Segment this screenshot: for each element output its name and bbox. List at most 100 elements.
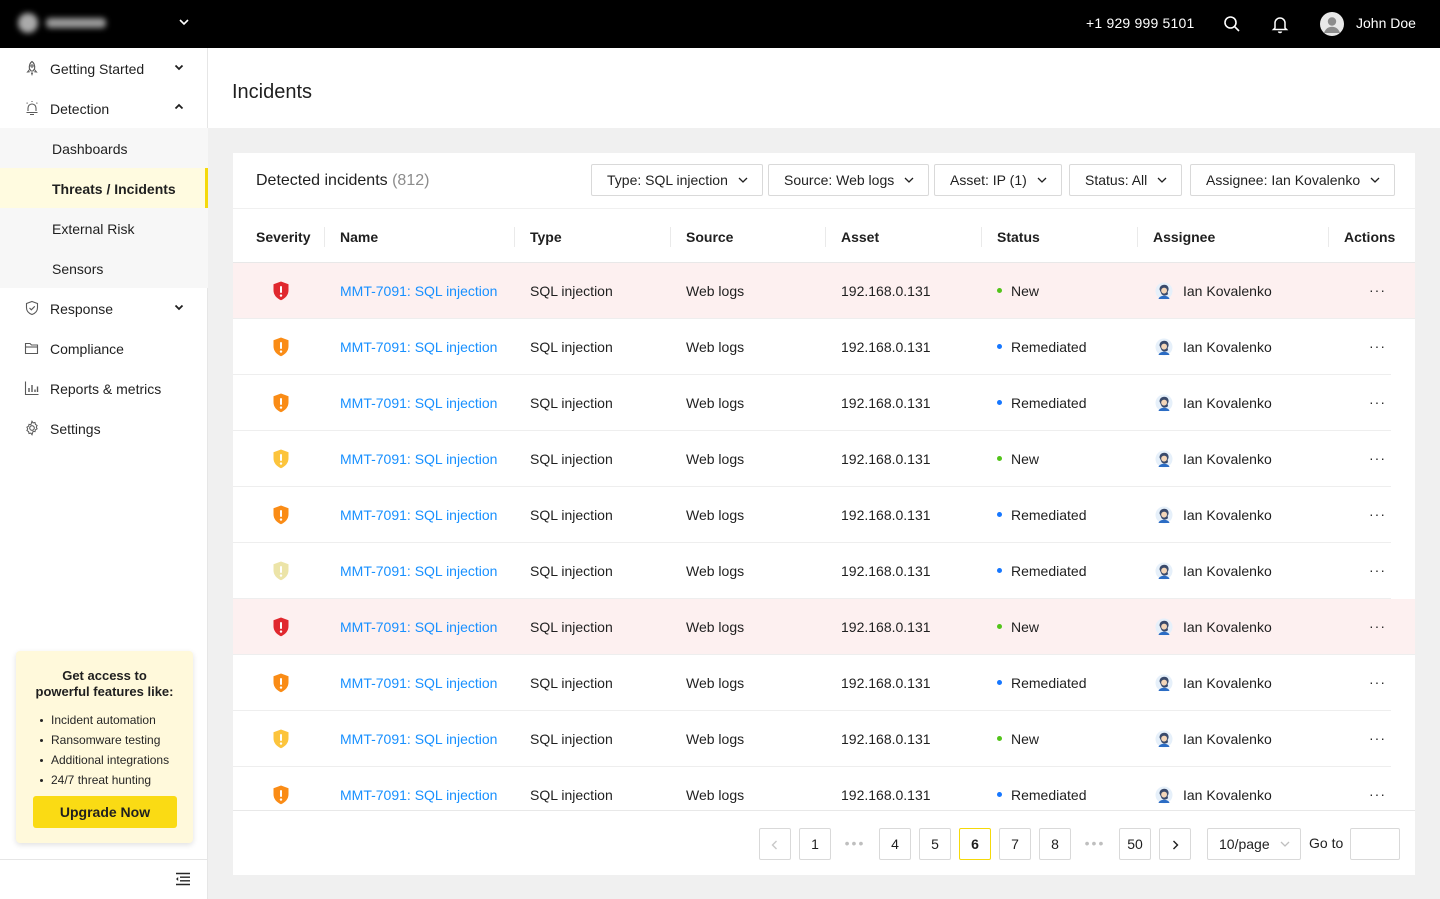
incident-asset: 192.168.0.131 [841,395,931,411]
sidebar-subitem-sensors[interactable]: Sensors [0,248,208,288]
column-divider [324,227,325,247]
incident-name-link[interactable]: MMT-7091: SQL injection [340,395,498,411]
table-row[interactable]: MMT-7091: SQL injection SQL injection Web … [233,599,1415,655]
table-row[interactable]: MMT-7091: SQL injection SQL injection Web … [233,319,1415,375]
filter-type-dropdown[interactable]: Type: SQL injection [591,164,763,196]
gear-icon [26,420,38,436]
incident-name-link[interactable]: MMT-7091: SQL injection [340,507,498,523]
company-logo[interactable] [18,12,108,34]
chevron-down-icon [1037,177,1047,183]
prev-page-button[interactable] [759,828,791,860]
assignee-avatar-icon [1155,282,1173,300]
column-header-name[interactable]: Name [340,229,379,245]
folder-icon [24,342,39,355]
sidebar-subitem-threats-incidents[interactable]: Threats / Incidents [0,168,208,208]
user-name[interactable]: John Doe [1356,15,1416,31]
page-ellipsis[interactable]: ••• [1084,835,1106,851]
row-actions-more-icon[interactable]: ··· [1369,282,1386,298]
filter-asset-dropdown[interactable]: Asset: IP (1) [934,164,1062,196]
table-row[interactable]: MMT-7091: SQL injection SQL injection Web … [233,655,1415,711]
user-avatar[interactable] [1320,12,1344,36]
incident-status: Remediated [997,395,1087,411]
row-actions-more-icon[interactable]: ··· [1369,674,1386,690]
sidebar-item-response[interactable]: Response [0,288,208,328]
column-header-status[interactable]: Status [997,229,1040,245]
row-actions-more-icon[interactable]: ··· [1369,786,1386,802]
bell-icon[interactable] [1270,14,1290,34]
row-actions-more-icon[interactable]: ··· [1369,730,1386,746]
incident-type: SQL injection [530,675,613,691]
page-button[interactable]: 4 [879,828,911,860]
goto-page-input[interactable] [1350,828,1400,860]
promo-feature: 24/7 threat hunting [38,770,169,790]
page-ellipsis[interactable]: ••• [844,835,866,851]
sidebar-subitem-dashboards[interactable]: Dashboards [0,128,208,168]
collapse-sidebar-icon[interactable] [175,872,191,886]
incident-name-link[interactable]: MMT-7091: SQL injection [340,283,498,299]
status-text: Remediated [1011,675,1087,691]
incident-type: SQL injection [530,619,613,635]
status-dot [997,287,1002,293]
column-header-severity[interactable]: Severity [256,229,311,245]
sidebar-item-label: Settings [50,421,101,437]
page-button[interactable]: 1 [799,828,831,860]
filter-status-dropdown[interactable]: Status: All [1069,164,1183,196]
column-header-assignee[interactable]: Assignee [1153,229,1216,245]
incident-asset: 192.168.0.131 [841,619,931,635]
goto-label: Go to [1309,835,1344,851]
table-row[interactable]: MMT-7091: SQL injection SQL injection Web … [233,431,1415,487]
sidebar-item-getting-started[interactable]: Getting Started [0,48,208,88]
phone-number[interactable]: +1 929 999 5101 [1086,15,1195,31]
incident-name-link[interactable]: MMT-7091: SQL injection [340,731,498,747]
next-page-button[interactable] [1159,828,1191,860]
incident-name-link[interactable]: MMT-7091: SQL injection [340,339,498,355]
incidents-table-body: MMT-7091: SQL injection SQL injection Web … [233,263,1415,810]
row-actions-more-icon[interactable]: ··· [1369,450,1386,466]
incident-name-link[interactable]: MMT-7091: SQL injection [340,675,498,691]
page-button[interactable]: 50 [1119,828,1151,860]
incident-source: Web logs [686,731,745,747]
incident-asset: 192.168.0.131 [841,507,931,523]
table-row[interactable]: MMT-7091: SQL injection SQL injection Web … [233,487,1415,543]
incident-assignee: Ian Kovalenko [1183,563,1272,579]
table-row[interactable]: MMT-7091: SQL injection SQL injection Web … [233,711,1415,767]
sidebar-subitem-external-risk[interactable]: External Risk [0,208,208,248]
incident-status: Remediated [997,507,1087,523]
column-header-source[interactable]: Source [686,229,734,245]
row-actions-more-icon[interactable]: ··· [1369,562,1386,578]
page-button[interactable]: 8 [1039,828,1071,860]
column-header-type[interactable]: Type [530,229,562,245]
chevron-down-icon[interactable] [176,14,192,30]
row-actions-more-icon[interactable]: ··· [1369,338,1386,354]
table-row[interactable]: MMT-7091: SQL injection SQL injection Web … [233,375,1415,431]
incident-name-link[interactable]: MMT-7091: SQL injection [340,787,498,803]
sidebar-item-reports-metrics[interactable]: Reports & metrics [0,368,208,408]
incident-name-link[interactable]: MMT-7091: SQL injection [340,619,498,635]
incident-asset: 192.168.0.131 [841,731,931,747]
incident-assignee: Ian Kovalenko [1183,339,1272,355]
incident-name-link[interactable]: MMT-7091: SQL injection [340,451,498,467]
row-actions-more-icon[interactable]: ··· [1369,506,1386,522]
page-button-current[interactable]: 6 [959,828,991,860]
sidebar-item-compliance[interactable]: Compliance [0,328,208,368]
upgrade-now-button[interactable]: Upgrade Now [33,796,177,828]
page-button[interactable]: 7 [999,828,1031,860]
page-size-select[interactable]: 10/page [1207,828,1301,860]
sidebar-item-settings[interactable]: Settings [0,408,208,448]
search-icon[interactable] [1222,14,1242,34]
assignee-avatar-icon [1155,394,1173,412]
filter-source-dropdown[interactable]: Source: Web logs [768,164,930,196]
row-actions-more-icon[interactable]: ··· [1369,394,1386,410]
pagination: 1 ••• 4 5 6 7 8 ••• 50 10/page Go to [233,810,1415,875]
table-row[interactable]: MMT-7091: SQL injection SQL injection Web … [233,767,1415,810]
row-divider [233,598,1391,599]
table-row[interactable]: MMT-7091: SQL injection SQL injection Web … [233,543,1415,599]
incident-source: Web logs [686,619,745,635]
column-header-asset[interactable]: Asset [841,229,880,245]
table-row[interactable]: MMT-7091: SQL injection SQL injection Web … [233,263,1415,319]
sidebar-item-detection[interactable]: Detection [0,88,208,128]
row-actions-more-icon[interactable]: ··· [1369,618,1386,634]
incident-name-link[interactable]: MMT-7091: SQL injection [340,563,498,579]
page-button[interactable]: 5 [919,828,951,860]
filter-assignee-dropdown[interactable]: Assignee: Ian Kovalenko [1190,164,1396,196]
